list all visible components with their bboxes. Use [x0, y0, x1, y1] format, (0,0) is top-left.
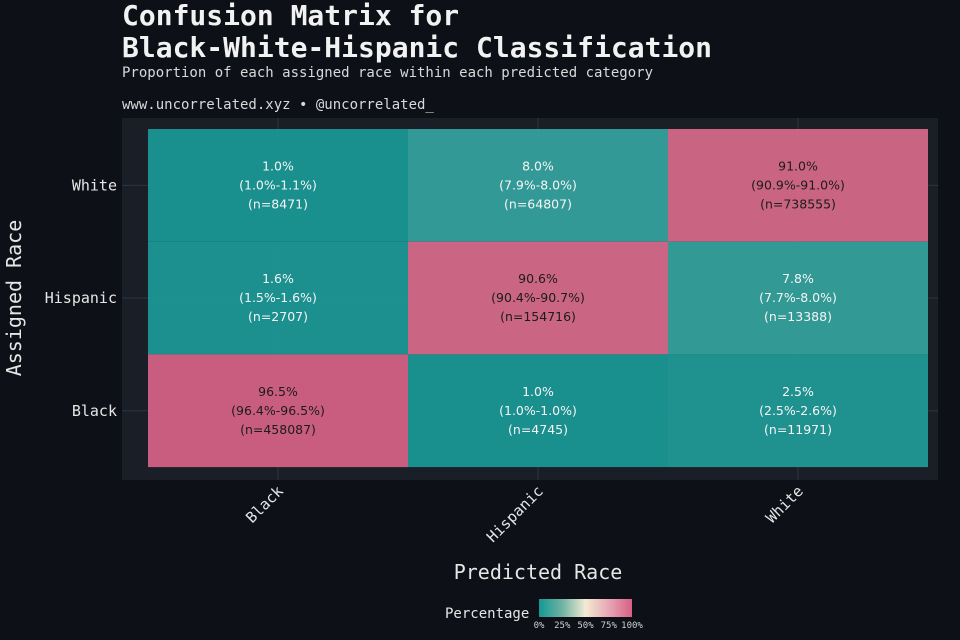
cell-label-n: (n=4745): [508, 422, 568, 437]
heatmap-cell: [148, 354, 408, 468]
x-axis-label: Predicted Race: [453, 560, 623, 584]
cell-label-n: (n=11971): [764, 422, 832, 437]
cell-label-ci: (2.5%-2.6%): [759, 403, 837, 418]
cell-label-ci: (1.0%-1.1%): [239, 177, 317, 192]
legend-color-bar: [539, 599, 632, 617]
x-tick-label: White: [762, 482, 807, 527]
heatmap-cell: [148, 241, 408, 355]
cell-label-n: (n=458087): [240, 422, 316, 437]
legend-tick-label: 100%: [621, 621, 643, 631]
cell-label-n: (n=13388): [764, 309, 832, 324]
heatmap-cell: [668, 129, 928, 242]
cell-label-ci: (90.9%-91.0%): [751, 177, 845, 192]
chart-credit: www.uncorrelated.xyz • @uncorrelated_: [122, 97, 434, 113]
y-tick-label: Hispanic: [45, 289, 117, 307]
cell-label-pct: 90.6%: [518, 271, 558, 286]
cell-label-ci: (7.7%-8.0%): [759, 290, 837, 305]
cell-label-pct: 2.5%: [782, 384, 814, 399]
heatmap-cell: [668, 354, 928, 468]
cell-label-ci: (7.9%-8.0%): [499, 177, 577, 192]
legend-tick-label: 25%: [554, 621, 571, 631]
heatmap-cell: [408, 241, 668, 355]
heatmap-cell: [408, 129, 668, 242]
cell-label-pct: 7.8%: [782, 271, 814, 286]
cell-label-pct: 96.5%: [258, 384, 298, 399]
x-tick-label: Black: [242, 482, 287, 527]
cell-label-n: (n=154716): [500, 309, 576, 324]
heatmap-cell: [408, 354, 668, 468]
cell-label-n: (n=8471): [248, 196, 308, 211]
cell-label-ci: (1.5%-1.6%): [239, 290, 317, 305]
cell-label-pct: 91.0%: [778, 158, 818, 173]
cell-label-pct: 8.0%: [522, 158, 554, 173]
legend-tick-label: 75%: [600, 621, 617, 631]
cell-label-pct: 1.6%: [262, 271, 294, 286]
y-tick-label: White: [72, 176, 117, 194]
cell-label-pct: 1.0%: [262, 158, 294, 173]
cell-label-ci: (1.0%-1.0%): [499, 403, 577, 418]
y-tick-label: Black: [72, 402, 117, 420]
legend-tick-label: 50%: [577, 621, 594, 631]
legend-title: Percentage: [445, 606, 530, 622]
chart-title-line1: Confusion Matrix for: [122, 0, 460, 32]
cell-label-ci: (96.4%-96.5%): [231, 403, 325, 418]
y-axis-label: Assigned Race: [2, 219, 26, 377]
cell-label-pct: 1.0%: [522, 384, 554, 399]
chart-title-line2: Black-White-Hispanic Classification: [122, 31, 713, 64]
cell-label-n: (n=64807): [504, 196, 572, 211]
legend-tick-label: 0%: [533, 621, 545, 631]
chart-subtitle: Proportion of each assigned race within …: [122, 65, 654, 81]
chart-title: Confusion Matrix for Black-White-Hispani…: [122, 0, 712, 64]
heatmap-cell: [148, 129, 408, 242]
x-tick-label: Hispanic: [483, 482, 547, 546]
heatmap-cell: [668, 241, 928, 355]
cell-label-ci: (90.4%-90.7%): [491, 290, 585, 305]
cell-label-n: (n=738555): [760, 196, 836, 211]
cell-label-n: (n=2707): [248, 309, 308, 324]
